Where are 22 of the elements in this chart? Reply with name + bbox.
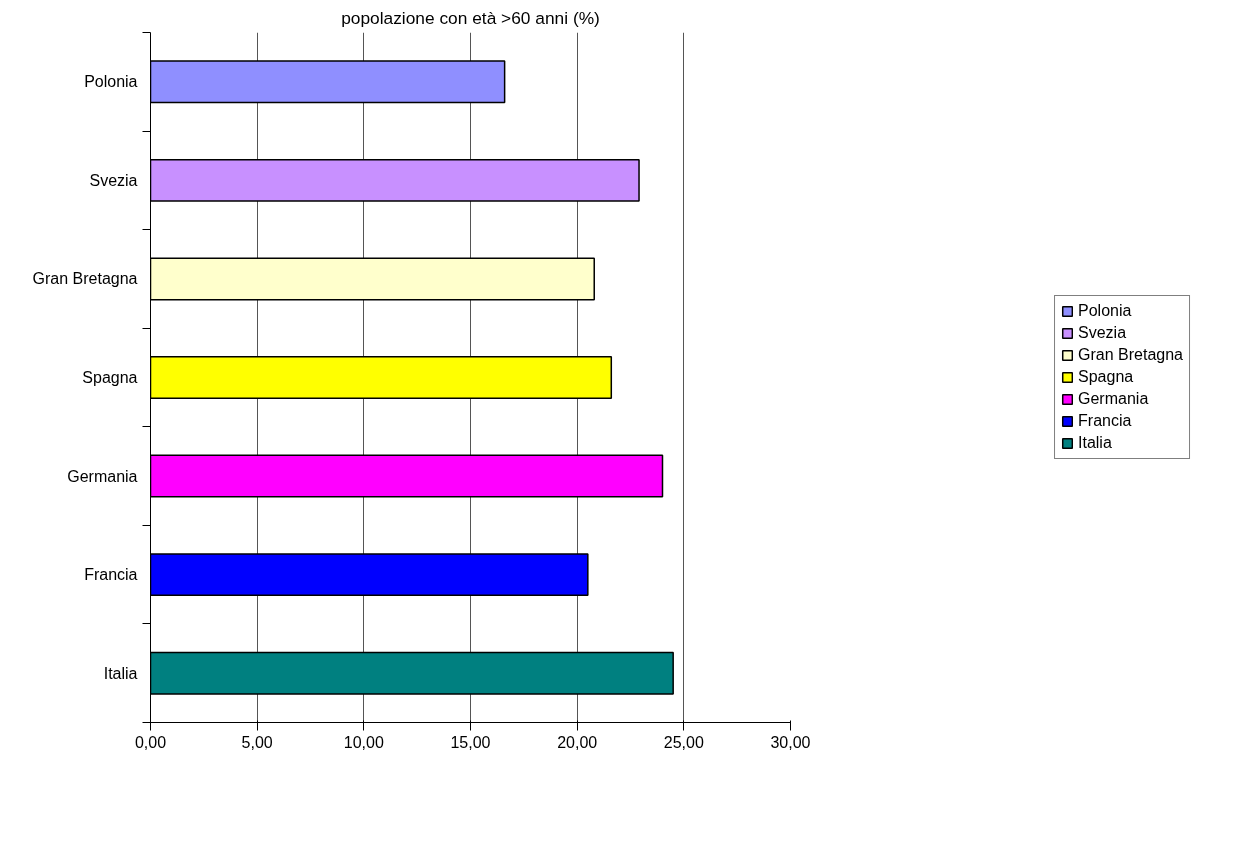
legend-label: Gran Bretagna xyxy=(1078,346,1183,364)
legend-label: Polonia xyxy=(1078,302,1132,320)
chart-title: popolazione con età >60 anni (%) xyxy=(341,7,600,28)
legend-label: Germania xyxy=(1078,390,1149,408)
y-tick-label: Spagna xyxy=(82,369,138,386)
y-tick-label: Gran Bretagna xyxy=(32,270,138,288)
legend-label: Spagna xyxy=(1078,368,1134,386)
x-tick-label: 20,00 xyxy=(557,733,598,751)
legend-label: Francia xyxy=(1078,412,1132,430)
x-tick-label: 25,00 xyxy=(663,733,704,751)
x-tick-label: 15,00 xyxy=(450,733,491,751)
x-tick-label: 5,00 xyxy=(241,733,273,751)
y-tick-label: Germania xyxy=(67,467,138,485)
y-tick-label: Svezia xyxy=(89,171,138,189)
x-tick-label: 0,00 xyxy=(134,733,167,751)
x-tick-label: 30,00 xyxy=(770,733,811,751)
y-tick-label: Polonia xyxy=(84,73,138,91)
y-tick-label: Francia xyxy=(84,566,138,584)
y-tick-label: Italia xyxy=(103,664,138,682)
legend-label: Svezia xyxy=(1078,324,1127,342)
legend-label: Italia xyxy=(1078,434,1112,452)
x-tick-label: 10,00 xyxy=(343,733,384,751)
